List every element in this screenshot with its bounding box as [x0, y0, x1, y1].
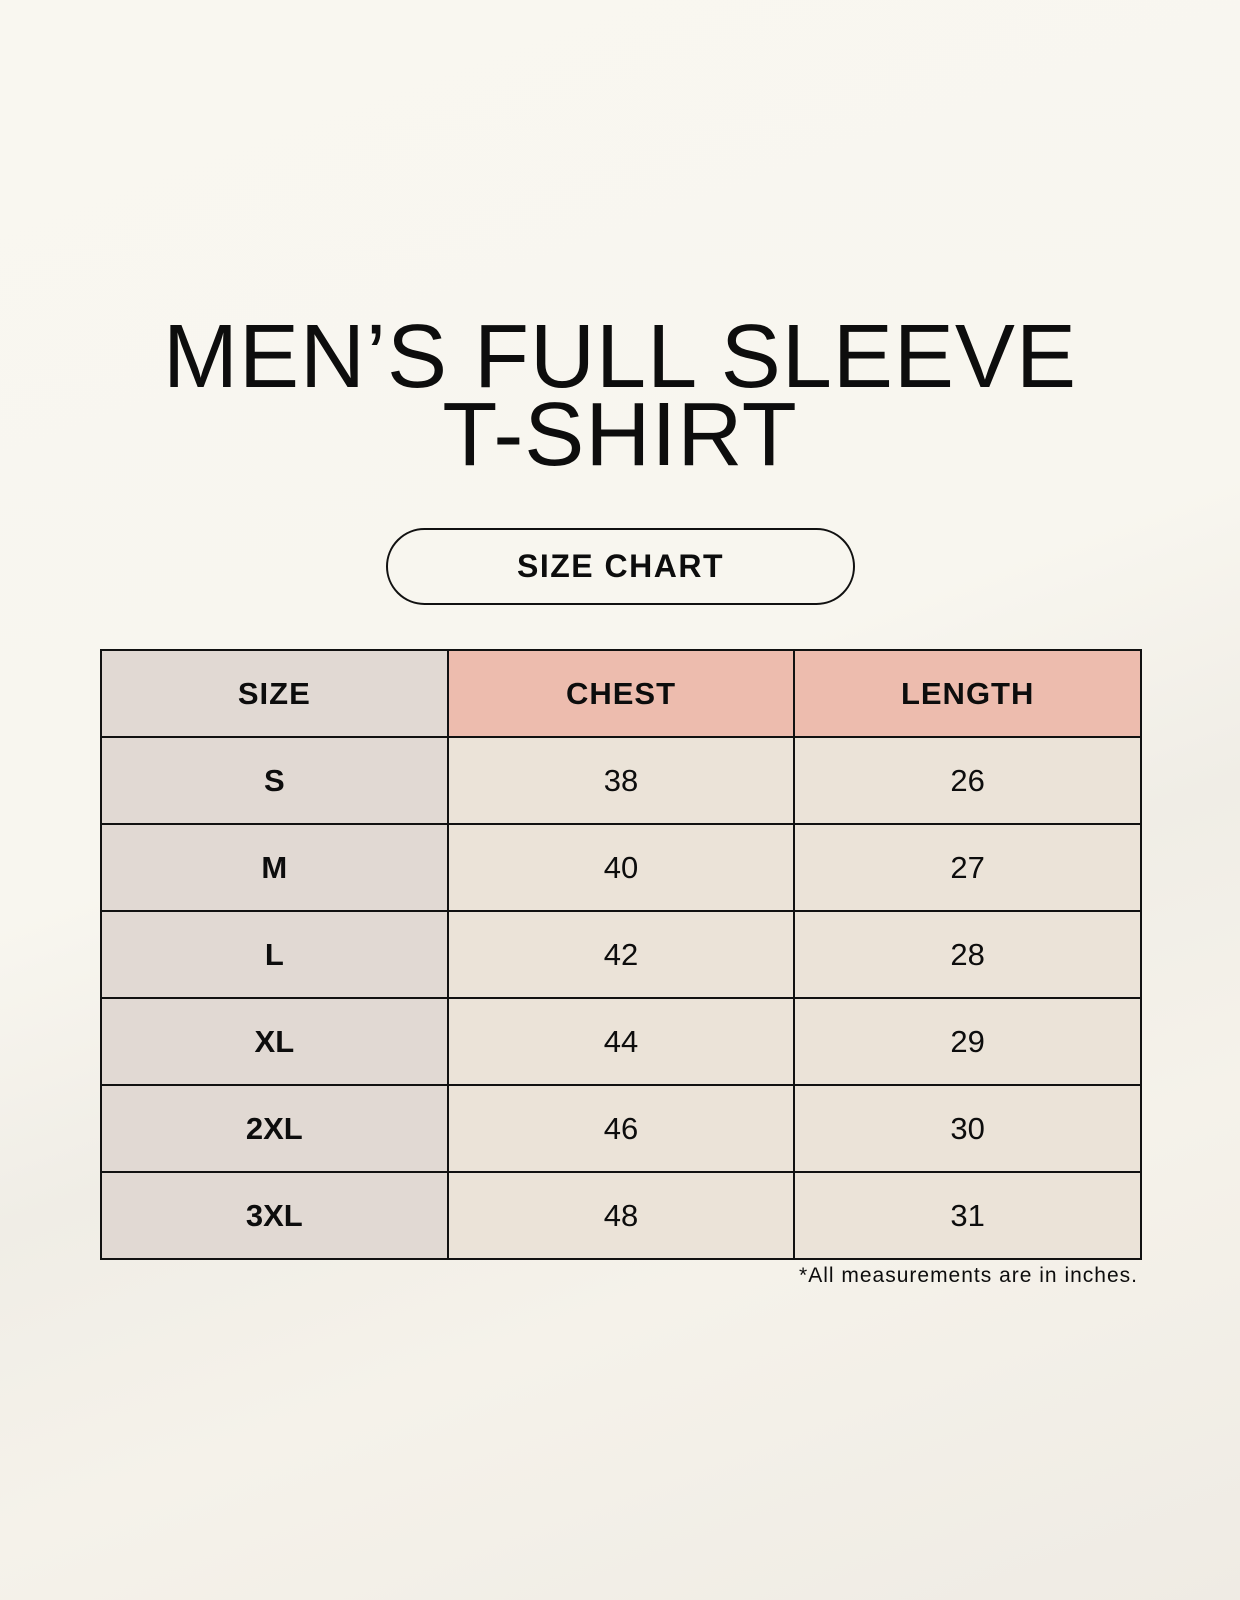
table-row: 3XL 48 31	[100, 1171, 1142, 1260]
cell-length: 28	[793, 910, 1142, 999]
table-row: M 40 27	[100, 823, 1142, 912]
cell-length: 31	[793, 1171, 1142, 1260]
table-row: S 38 26	[100, 736, 1142, 825]
cell-chest: 46	[446, 1084, 796, 1173]
size-chart-badge: SIZE CHART	[386, 528, 855, 605]
title-line-2: T-SHIRT	[442, 385, 798, 485]
cell-length: 26	[793, 736, 1142, 825]
title-line-1: MEN’S FULL SLEEVE	[163, 307, 1077, 407]
header-size: SIZE	[100, 649, 449, 738]
table-row: 2XL 46 30	[100, 1084, 1142, 1173]
cell-length: 30	[793, 1084, 1142, 1173]
cell-chest: 38	[446, 736, 796, 825]
page-title: MEN’S FULL SLEEVE T-SHIRT	[0, 307, 1240, 485]
cell-size: 3XL	[100, 1171, 449, 1260]
header-chest: CHEST	[446, 649, 796, 738]
cell-size: 2XL	[100, 1084, 449, 1173]
header-length: LENGTH	[793, 649, 1142, 738]
cell-chest: 44	[446, 997, 796, 1086]
cell-length: 29	[793, 997, 1142, 1086]
table-row: L 42 28	[100, 910, 1142, 999]
footnote: *All measurements are in inches.	[799, 1264, 1138, 1287]
cell-size: M	[100, 823, 449, 912]
cell-chest: 42	[446, 910, 796, 999]
cell-size: L	[100, 910, 449, 999]
header-row: SIZE CHEST LENGTH	[100, 649, 1142, 738]
size-table: SIZE CHEST LENGTH S 38 26 M 40 27 L 42 28 XL 44 29 2…	[100, 649, 1142, 1260]
table-row: XL 44 29	[100, 997, 1142, 1086]
cell-chest: 48	[446, 1171, 796, 1260]
cell-size: XL	[100, 997, 449, 1086]
cell-chest: 40	[446, 823, 796, 912]
cell-size: S	[100, 736, 449, 825]
cell-length: 27	[793, 823, 1142, 912]
